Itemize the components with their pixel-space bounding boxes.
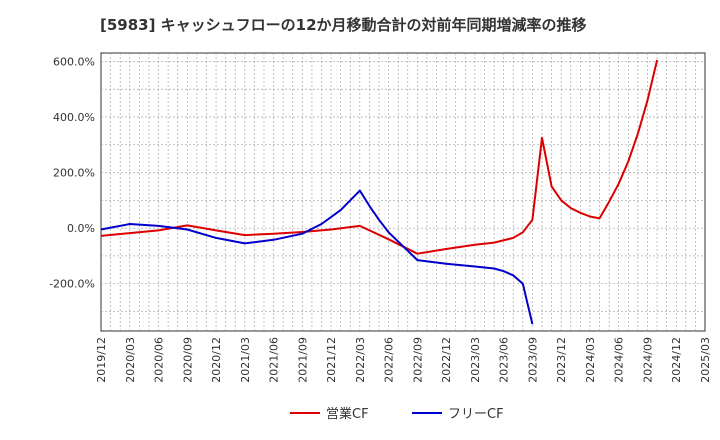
x-tick-label: 2022/03: [354, 337, 367, 383]
x-tick-label: 2019/12: [95, 337, 108, 383]
legend-label: 営業CF: [326, 406, 369, 422]
x-tick-label: 2020/06: [153, 337, 166, 383]
x-tick-label: 2024/03: [584, 337, 597, 383]
y-tick-label: -200.0%: [49, 278, 95, 291]
x-tick-label: 2023/06: [498, 337, 511, 383]
chart-title: [5983] キャッシュフローの12か月移動合計の対前年同期増減率の推移: [100, 16, 587, 34]
x-tick-label: 2020/09: [181, 337, 194, 383]
y-tick-label: 200.0%: [53, 167, 95, 180]
y-tick-label: 400.0%: [53, 111, 95, 124]
series-line-operating-cf: [100, 59, 659, 255]
x-tick-label: 2023/03: [469, 337, 482, 383]
x-tick-label: 2024/12: [670, 337, 683, 383]
y-tick-label: 0.0%: [67, 222, 95, 235]
x-tick-label: 2021/03: [239, 337, 252, 383]
x-tick-label: 2020/12: [210, 337, 223, 383]
x-tick-label: 2023/12: [555, 337, 568, 383]
y-tick-label: 600.0%: [53, 55, 95, 68]
x-tick-label: 2024/06: [613, 337, 626, 383]
series-line-free-cf: [100, 189, 534, 325]
x-tick-label: 2022/12: [440, 337, 453, 383]
x-tick-label: 2021/12: [325, 337, 338, 383]
legend-label: フリーCF: [448, 407, 504, 422]
x-tick-label: 2021/06: [268, 337, 281, 383]
plot-area: [100, 52, 706, 332]
x-tick-label: 2022/06: [383, 337, 396, 383]
x-tick-label: 2022/09: [411, 337, 424, 383]
x-tick-label: 2020/03: [124, 337, 137, 383]
x-tick-label: 2025/03: [699, 337, 712, 383]
x-tick-label: 2021/09: [296, 337, 309, 383]
x-tick-label: 2023/09: [526, 337, 539, 383]
x-tick-label: 2024/09: [641, 337, 654, 383]
